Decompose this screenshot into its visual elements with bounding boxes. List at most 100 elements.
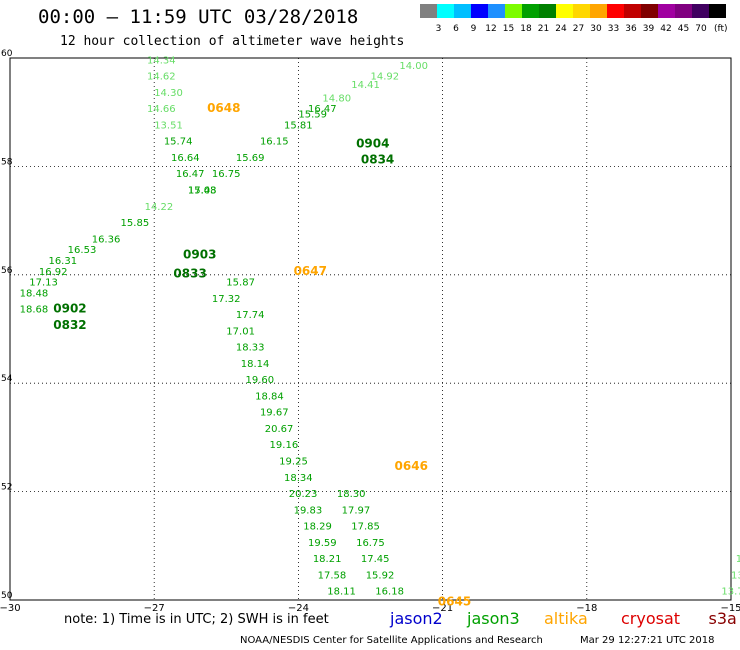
scale-label: 36 <box>625 24 637 34</box>
wave-height-label: 19.67 <box>260 408 289 419</box>
pass-time-label: 0645 <box>438 594 471 608</box>
y-tick-label: 56 <box>1 266 13 276</box>
wave-height-label: 15.74 <box>164 137 193 148</box>
wave-height-label: 16.47 <box>308 104 337 115</box>
wave-height-label: 18.68 <box>20 305 49 316</box>
wave-height-label: 16.18 <box>375 587 404 598</box>
x-tick-label: −18 <box>576 603 597 614</box>
wave-height-label: 14.34 <box>147 55 176 66</box>
wave-height-label: 16.75 <box>212 169 241 180</box>
wave-height-label: 17.32 <box>212 294 241 305</box>
pass-time-label: 0903 <box>183 248 216 262</box>
wave-height-label: 17.85 <box>351 522 380 533</box>
legend-jason3: jason3 <box>467 609 520 628</box>
pass-time-label: 0647 <box>294 264 327 278</box>
x-tick-label: −30 <box>0 603 21 614</box>
scale-label: 27 <box>572 24 585 34</box>
scale-swatch <box>573 4 590 18</box>
scale-label: 30 <box>590 24 602 34</box>
wave-height-label: 16.75 <box>356 538 385 549</box>
scale-swatch <box>522 4 539 18</box>
scale-swatch <box>420 4 437 18</box>
scale-label: 45 <box>677 24 690 34</box>
scale-label: 21 <box>537 24 550 34</box>
legend-cryosat: cryosat <box>621 609 681 628</box>
wave-height-label: 16.92 <box>39 267 68 278</box>
scale-label: 24 <box>555 24 567 34</box>
pass-time-label: 0648 <box>207 101 240 115</box>
scale-swatch <box>692 4 709 18</box>
wave-height-label: 19.16 <box>270 440 299 451</box>
y-tick-label: 58 <box>1 157 13 167</box>
scale-swatch <box>505 4 522 18</box>
wave-height-label: 13.51 <box>154 120 183 131</box>
scale-label: 42 <box>660 24 672 34</box>
scale-swatch <box>641 4 658 18</box>
y-tick-label: 60 <box>1 49 13 59</box>
wave-height-label: 18.29 <box>303 522 332 533</box>
x-tick-label: −27 <box>144 603 165 614</box>
wave-height-label: 20.67 <box>265 424 294 435</box>
legend-s3a: s3a <box>708 609 737 628</box>
scale-swatch <box>471 4 488 18</box>
wave-height-label: 16.47 <box>176 169 205 180</box>
scale-unit: (ft) <box>714 24 728 34</box>
y-tick-label: 54 <box>1 374 13 384</box>
wave-height-label: 14.80 <box>322 93 351 104</box>
wave-height-label: 14.30 <box>154 88 183 99</box>
wave-height-label: 13.76 <box>721 587 740 598</box>
scale-swatch <box>454 4 471 18</box>
scale-swatch <box>658 4 675 18</box>
scale-swatch <box>488 4 505 18</box>
wave-height-label: 19.83 <box>294 505 323 516</box>
wave-height-label: 19.25 <box>279 457 308 468</box>
pass-time-label: 0834 <box>361 153 394 167</box>
wave-height-label: 16.36 <box>92 234 121 245</box>
x-tick-label: −24 <box>288 603 309 614</box>
wave-height-label: 14.22 <box>145 202 174 213</box>
wave-height-label: 17.97 <box>342 505 371 516</box>
wave-height-label: 14.99 <box>736 554 740 565</box>
wave-height-label: 14.00 <box>399 61 428 72</box>
wave-height-label: 17.45 <box>361 554 390 565</box>
scale-swatch <box>590 4 607 18</box>
wave-height-label: 18.84 <box>255 391 284 402</box>
wave-height-label: 14.66 <box>147 104 176 115</box>
scale-swatch <box>539 4 556 18</box>
pass-time-label: 0833 <box>173 267 206 281</box>
pass-time-label: 0646 <box>395 459 428 473</box>
legend-altika: altika <box>544 609 588 628</box>
scale-swatch <box>624 4 641 18</box>
pass-time-label: 0902 <box>53 302 86 316</box>
wave-height-label: 16.53 <box>68 245 97 256</box>
scale-swatch <box>675 4 692 18</box>
map-subtitle: 12 hour collection of altimeter wave hei… <box>60 34 405 49</box>
pass-time-label: 0832 <box>53 318 86 332</box>
scale-label: 70 <box>695 24 707 34</box>
y-tick-label: 50 <box>1 591 13 601</box>
wave-height-label: 18.48 <box>20 288 49 299</box>
scale-label: 6 <box>453 24 459 34</box>
wave-height-label: 15.08 <box>188 186 217 197</box>
wave-height-label: 14.92 <box>371 72 400 83</box>
scale-label: 15 <box>502 24 515 34</box>
wave-height-label: 19.59 <box>308 538 337 549</box>
wave-height-label: 15.59 <box>298 110 327 121</box>
wave-height-label: 15.85 <box>121 218 150 229</box>
wave-height-label: 18.21 <box>313 554 342 565</box>
x-tick-label: −21 <box>432 603 453 614</box>
wave-height-label: 16.15 <box>260 137 289 148</box>
wave-height-label: 18.33 <box>236 343 265 354</box>
wave-height-label: 20.23 <box>289 489 318 500</box>
scale-label: 12 <box>485 24 497 34</box>
legend-jason2: jason2 <box>390 609 443 628</box>
wave-height-label: 17.74 <box>236 310 265 321</box>
pass-time-label: 0904 <box>356 136 389 150</box>
y-tick-label: 52 <box>1 483 12 493</box>
wave-height-label: 18.14 <box>241 359 270 370</box>
wave-height-label: 14.62 <box>147 72 176 83</box>
wave-height-label: 17.58 <box>318 570 347 581</box>
credit-time: Mar 29 12:27:21 UTC 2018 <box>580 635 715 646</box>
x-tick-label: −15 <box>720 603 740 614</box>
